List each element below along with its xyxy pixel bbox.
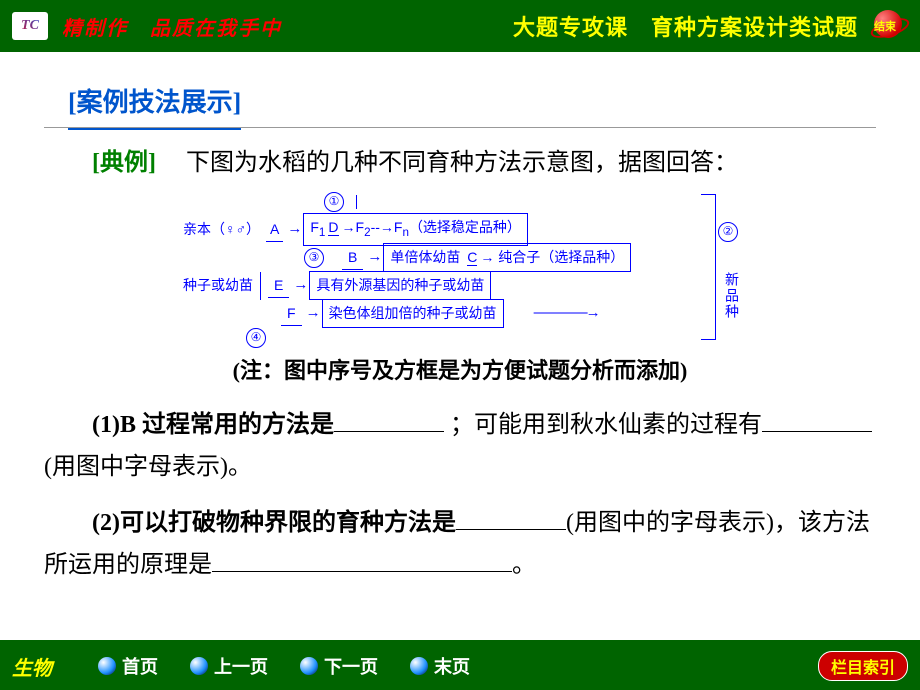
last-label: 末页 <box>434 653 470 679</box>
brand-logo-icon <box>12 12 48 40</box>
orb-icon <box>410 657 428 675</box>
q1c: (用图中字母表示)。 <box>44 454 252 480</box>
next-button[interactable]: 下一页 <box>300 653 378 679</box>
orb-icon <box>98 657 116 675</box>
footer-bar: 生物 首页 上一页 下一页 末页 栏目索引 <box>0 642 920 690</box>
q1a: (1)B 过程常用的方法是 <box>92 412 334 438</box>
prev-button[interactable]: 上一页 <box>190 653 268 679</box>
path-D-label: D <box>328 219 338 236</box>
v-line-icon <box>356 195 357 209</box>
stable-label: （选择稳定品种） <box>409 219 521 235</box>
diagram-row-3: ③ B→ 单倍体幼苗 C→ 纯合子（选择品种） <box>300 244 740 272</box>
blank-3 <box>456 503 566 530</box>
f2-sub: 2 <box>364 226 370 239</box>
circ-1: ① <box>324 192 344 212</box>
f1-letter: F <box>310 219 319 235</box>
arrow-icon: → <box>306 300 321 326</box>
orb-icon <box>190 657 208 675</box>
circ-2: ② <box>718 222 738 242</box>
subject-label: 生物 <box>12 652 52 681</box>
index-label: 栏目索引 <box>831 660 895 677</box>
brace-icon <box>260 272 261 300</box>
haploid-box: 单倍体幼苗 C→ 纯合子（选择品种） <box>383 243 631 272</box>
example-tag: [典例] <box>92 150 156 176</box>
newkind-label: 新品种 <box>724 272 744 320</box>
question-1: (1)B 过程常用的方法是 ；可能用到秋水仙素的过程有 (用图中字母表示)。 <box>44 404 876 488</box>
diagram-row-2: 亲本（♀♂） A→ F1D→F2--→Fn（选择稳定品种） <box>180 216 740 244</box>
bracket-icon <box>701 194 716 340</box>
blank-4 <box>212 545 512 572</box>
diagram-row-6: ④ <box>242 328 740 348</box>
q1b: ；可能用到秋水仙素的过程有 <box>450 412 762 438</box>
circ-4: ④ <box>246 328 266 348</box>
arrow-icon: → <box>367 244 382 270</box>
brand-motto: 精制作 品质在我手中 <box>62 12 282 41</box>
path-A-label: A <box>266 217 283 243</box>
orb-icon <box>300 657 318 675</box>
intro-paragraph: [典例] 下图为水稻的几种不同育种方法示意图，据图回答： <box>44 142 876 184</box>
path-B-label: B <box>342 245 363 271</box>
path-E-label: E <box>268 273 289 299</box>
blank-2 <box>762 405 872 432</box>
haploid-label: 单倍体幼苗 <box>390 249 460 265</box>
arrow-icon: → <box>287 216 302 242</box>
long-arrow-icon: ————→ <box>534 300 599 326</box>
diagram-row-5: F→ 染色体组加倍的种子或幼苗 ————→ <box>278 300 740 328</box>
home-button[interactable]: 首页 <box>98 653 158 679</box>
breeding-diagram: ① 亲本（♀♂） A→ F1D→F2--→Fn（选择稳定品种） ③ B→ 单倍体… <box>180 188 740 348</box>
home-label: 首页 <box>122 653 158 679</box>
seed-label: 种子或幼苗 <box>183 273 253 298</box>
end-button[interactable]: 结束 <box>872 8 908 44</box>
circ-3: ③ <box>304 248 324 268</box>
course-title: 大题专攻课 育种方案设计类试题 <box>513 10 858 42</box>
content-area: [案例技法展示] [典例] 下图为水稻的几种不同育种方法示意图，据图回答： ① … <box>0 52 920 640</box>
intro-text: 下图为水稻的几种不同育种方法示意图，据图回答： <box>162 150 738 176</box>
path-C-label: C <box>467 249 477 266</box>
parent-label: 亲本（♀♂） <box>183 217 260 242</box>
q2c: 。 <box>512 552 536 578</box>
arrow-icon: → <box>293 272 308 298</box>
index-button[interactable]: 栏目索引 <box>818 651 908 681</box>
pure-label: 纯合子（选择品种） <box>498 249 624 265</box>
diagram-note: (注：图中序号及方框是为方便试题分析而添加) <box>44 352 876 391</box>
f1-box: F1D→F2--→Fn（选择稳定品种） <box>303 213 528 245</box>
f2-letter: F <box>356 219 365 235</box>
diagram-row-4: 种子或幼苗 E→ 具有外源基因的种子或幼苗 <box>180 272 740 300</box>
section-title: [案例技法展示] <box>68 80 241 130</box>
header-bar: 精制作 品质在我手中 大题专攻课 育种方案设计类试题 结束 <box>0 0 920 52</box>
f1-sub: 1 <box>319 226 325 239</box>
question-2: (2)可以打破物种界限的育种方法是(用图中的字母表示)，该方法所运用的原理是。 <box>44 502 876 586</box>
blank-1 <box>334 405 444 432</box>
last-button[interactable]: 末页 <box>410 653 470 679</box>
diagram-row-1: ① <box>320 188 740 216</box>
end-label: 结束 <box>874 18 896 34</box>
right-bracket-group: ② 新品种 <box>680 194 740 348</box>
prev-label: 上一页 <box>214 653 268 679</box>
next-label: 下一页 <box>324 653 378 679</box>
slide-page: 精制作 品质在我手中 大题专攻课 育种方案设计类试题 结束 [案例技法展示] [… <box>0 0 920 690</box>
path-F-label: F <box>281 301 302 327</box>
q2a: (2)可以打破物种界限的育种方法是 <box>92 510 456 536</box>
polyploid-box: 染色体组加倍的种子或幼苗 <box>322 299 504 328</box>
foreign-box: 具有外源基因的种子或幼苗 <box>309 271 491 300</box>
